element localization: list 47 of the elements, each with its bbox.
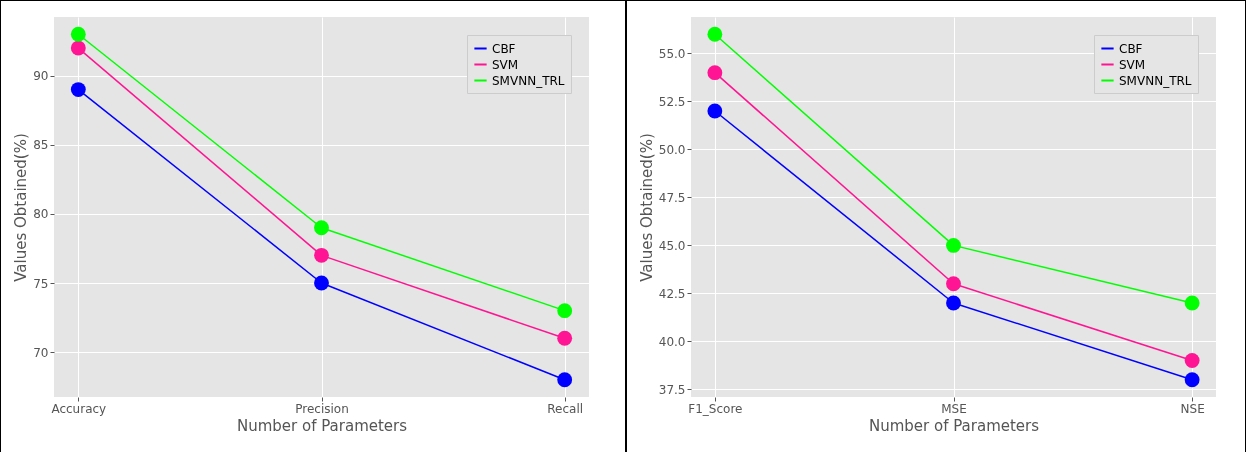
y-tick-label: 47.5 <box>658 190 686 205</box>
legend-label: SMVNN_TRL <box>492 73 565 88</box>
x-tick-label: Precision <box>295 401 349 416</box>
y-tick-label: 45.0 <box>658 238 686 253</box>
x-tick-label: Recall <box>547 401 584 416</box>
legend-label: SMVNN_TRL <box>1119 73 1192 88</box>
y-tick-label: 52.5 <box>658 94 686 109</box>
legend-label: CBF <box>492 41 516 56</box>
point <box>1184 353 1200 368</box>
point <box>946 276 961 292</box>
y-tick-label: 85 <box>33 138 49 153</box>
y-tick-label: 37.5 <box>658 382 686 397</box>
point <box>707 26 723 42</box>
y-tick-label: 75 <box>33 276 49 291</box>
y-axis-title: Values Obtained(%) <box>637 133 656 282</box>
point <box>1184 295 1200 311</box>
y-tick-label: 80 <box>33 207 49 222</box>
x-tick-label: NSE <box>1180 401 1205 416</box>
y-tick-label: 55.0 <box>658 46 686 61</box>
legend-label: SVM <box>492 57 519 72</box>
point <box>946 237 961 253</box>
x-tick-label: F1_Score <box>688 401 743 416</box>
point <box>557 303 573 319</box>
x-axis-title: Number of Parameters <box>236 416 408 435</box>
y-tick-label: 70 <box>33 345 49 360</box>
point <box>70 26 86 42</box>
y-tick-label: 40.0 <box>658 334 686 349</box>
x-axis-title: Number of Parameters <box>868 416 1040 435</box>
point <box>557 330 573 346</box>
point <box>314 275 329 291</box>
legend-label: SVM <box>1119 57 1146 72</box>
point <box>70 82 86 97</box>
point <box>1184 372 1200 388</box>
point <box>707 103 723 119</box>
x-tick-label: MSE <box>941 401 967 416</box>
point <box>557 372 573 388</box>
legend-label: CBF <box>1119 41 1143 56</box>
y-tick-label: 42.5 <box>658 286 686 301</box>
point <box>707 65 723 81</box>
point <box>314 247 329 263</box>
y-tick-label: 90 <box>33 69 49 84</box>
point <box>70 40 86 56</box>
y-tick-label: 50.0 <box>658 142 686 157</box>
y-axis-title: Values Obtained(%) <box>12 133 31 282</box>
x-tick-label: Accuracy <box>51 401 107 416</box>
point <box>314 220 329 236</box>
point <box>946 295 961 311</box>
